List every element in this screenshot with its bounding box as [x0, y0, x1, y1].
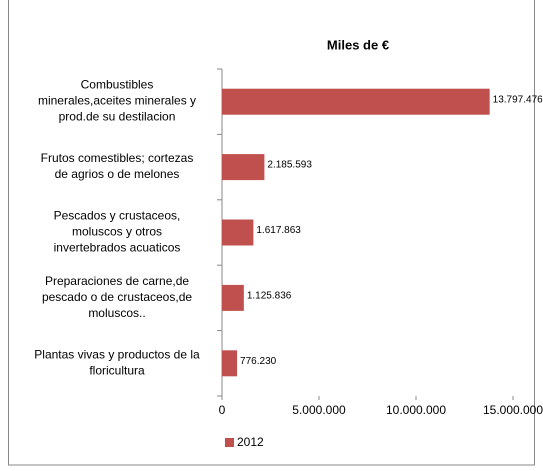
data-label: 13.797.476 [493, 94, 543, 105]
x-tick-label: 15.000.000 [483, 403, 543, 417]
bar [222, 350, 238, 377]
legend-swatch [225, 438, 234, 447]
bar [222, 154, 265, 181]
y-tick-label: Combustibles minerales,aceites minerales … [38, 78, 196, 124]
x-tick-label: 10.000.000 [386, 403, 446, 417]
y-tick-label: Plantas vivas y productos de la floricult… [34, 347, 200, 377]
data-label: 1.617.863 [256, 225, 301, 236]
bar [222, 219, 254, 246]
y-tick-label: Pescados y crustaceos, moluscos y otros in… [54, 209, 181, 255]
bar [222, 88, 490, 115]
chart-subtitle: Miles de € [327, 37, 389, 52]
x-tick-label: 0 [219, 403, 226, 417]
chart-border [8, 0, 535, 466]
data-label: 776.230 [240, 356, 277, 367]
x-tick-label: 5.000.000 [292, 403, 346, 417]
legend-label: 2012 [237, 435, 264, 449]
y-tick-label: Preparaciones de carne,de pescado o de cr… [42, 274, 192, 320]
data-label: 2.185.593 [267, 160, 312, 171]
y-tick-label: Frutos comestibles; cortezas de agrios o … [41, 151, 194, 181]
data-label: 1.125.836 [247, 291, 292, 302]
bar [222, 284, 244, 311]
